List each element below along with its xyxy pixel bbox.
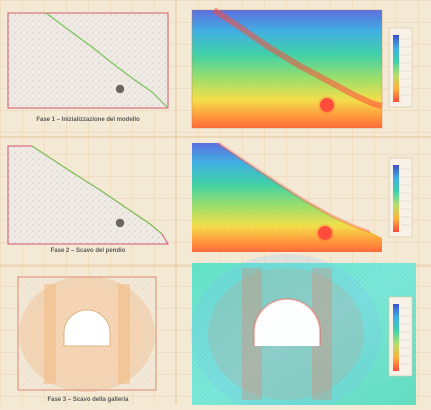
tunnel-opening [63,309,111,347]
caption-phase2: Fase 2 – Scavo del pendio [51,248,126,254]
caption-phase3: Fase 3 – Scavo della galleria [47,397,129,403]
phase2-legend [388,157,413,238]
caption-phase1: Fase 1 – Inizializzazione del modello [36,117,140,123]
phase2-model-panel [7,145,169,245]
phase2-contour-panel [192,141,382,252]
phase3-contour-panel [191,254,416,410]
legend-color-scale-icon [393,35,399,102]
slope-profile-line [45,12,169,109]
phase1-contour-panel [191,7,383,129]
phase3-model-panel [17,276,157,392]
tunnel-icon [115,84,125,94]
phase1-model-panel [7,12,169,109]
phase1-legend [388,27,413,108]
phase3-legend [388,296,413,377]
